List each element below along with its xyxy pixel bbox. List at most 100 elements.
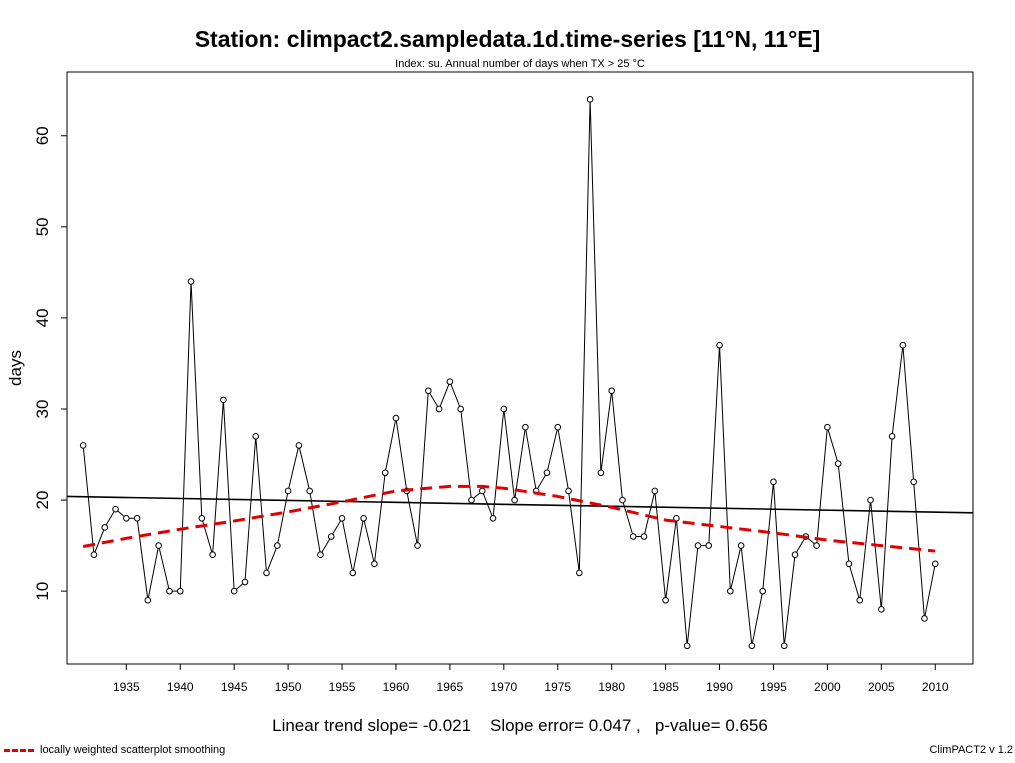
data-point — [79, 442, 87, 449]
data-point — [597, 469, 605, 477]
legend-label: locally weighted scatterplot smoothing — [40, 744, 226, 756]
x-tick-label: 1965 — [437, 680, 464, 694]
chart-title: Station: climpact2.sampledata.1d.time-se… — [194, 26, 821, 52]
data-point — [608, 387, 615, 395]
x-tick-label: 1980 — [598, 680, 625, 694]
data-point — [683, 642, 691, 650]
x-tick-label: 1950 — [275, 680, 302, 694]
legend-swatch-dashed-red — [4, 748, 34, 752]
y-axis-label: days — [6, 350, 25, 386]
y-tick-label: 60 — [33, 126, 52, 145]
y-tick-label: 10 — [33, 582, 52, 601]
data-point — [176, 587, 184, 595]
data-point — [274, 542, 281, 549]
data-point — [133, 514, 141, 522]
x-tick-label: 1970 — [490, 680, 517, 694]
data-point — [241, 578, 249, 586]
version-label: ClimPACT2 v 1.2 — [929, 744, 1013, 756]
data-point — [414, 542, 421, 549]
data-point — [392, 414, 400, 422]
data-point — [813, 542, 820, 549]
plot-frame — [66, 71, 974, 665]
data-point — [457, 405, 464, 413]
data-point — [349, 569, 357, 577]
x-tick-label: 2010 — [922, 680, 949, 694]
data-point — [834, 460, 842, 467]
data-point — [478, 487, 486, 495]
data-point — [144, 596, 152, 604]
x-tick-label: 1960 — [383, 680, 410, 694]
y-tick-label: 50 — [33, 217, 52, 236]
data-point — [252, 433, 260, 440]
data-point — [468, 496, 475, 504]
x-tick-label: 1935 — [113, 680, 140, 694]
data-point — [489, 514, 497, 522]
lowess-smoothing-line — [82, 484, 936, 553]
data-point — [543, 469, 551, 477]
data-point — [435, 405, 443, 413]
data-point — [338, 514, 346, 522]
data-point — [360, 514, 367, 522]
x-tick-label: 1940 — [167, 680, 194, 694]
data-point — [112, 505, 119, 513]
y-axis: 10 20 30 40 50 60 — [33, 126, 67, 601]
data-point — [780, 642, 788, 650]
x-tick-label: 1975 — [544, 680, 571, 694]
data-point — [101, 524, 109, 531]
chart-subtitle: Index: su. Annual number of days when TX… — [395, 58, 645, 70]
x-axis: 1935 1940 1945 1950 1955 1960 1965 1970 1975 1980… — [113, 664, 949, 694]
data-point — [867, 496, 874, 504]
data-point — [155, 542, 162, 549]
data-point — [716, 341, 723, 349]
data-point — [576, 569, 583, 577]
x-tick-label: 2000 — [814, 680, 841, 694]
data-point — [888, 433, 896, 440]
data-point — [748, 642, 756, 650]
data-point — [306, 487, 313, 495]
data-point — [878, 606, 885, 613]
data-point — [381, 469, 389, 477]
slope-error-label: Slope error= — [489, 716, 585, 735]
data-point — [166, 587, 173, 595]
data-point — [295, 442, 303, 449]
data-point — [198, 514, 206, 522]
data-point — [640, 533, 648, 540]
x-tick-label: 1990 — [706, 680, 733, 694]
data-point — [759, 587, 766, 595]
data-point — [856, 596, 864, 604]
data-point — [187, 278, 195, 285]
series-layer — [66, 96, 974, 650]
x-tick-label: 1995 — [760, 680, 787, 694]
slope-value: -0.021 — [422, 716, 472, 735]
data-point — [511, 496, 518, 504]
data-point — [554, 423, 562, 431]
data-point — [705, 542, 713, 549]
data-point — [317, 551, 324, 559]
data-point — [425, 387, 432, 395]
data-point — [565, 487, 572, 495]
index-series-line — [82, 99, 936, 646]
data-point — [90, 551, 98, 559]
x-tick-label: 2005 — [868, 680, 895, 694]
data-point — [522, 423, 529, 431]
data-point — [673, 514, 680, 522]
data-point — [737, 542, 745, 549]
x-tick-label: 1945 — [221, 680, 248, 694]
data-point — [123, 514, 130, 522]
legend: locally weighted scatterplot smoothing — [4, 744, 225, 756]
x-tick-label: 1985 — [652, 680, 679, 694]
data-point — [662, 596, 669, 604]
data-point — [327, 533, 335, 540]
data-point — [619, 496, 626, 504]
data-point — [910, 478, 917, 486]
linear-trend-line — [66, 495, 974, 514]
data-point — [263, 569, 270, 577]
data-point — [371, 560, 378, 568]
x-tick-label: 1955 — [329, 680, 356, 694]
data-point — [931, 560, 939, 568]
data-point — [770, 478, 777, 486]
y-tick-label: 30 — [33, 400, 52, 419]
p-value-value: 0.656 — [725, 716, 768, 735]
data-point — [694, 542, 702, 549]
